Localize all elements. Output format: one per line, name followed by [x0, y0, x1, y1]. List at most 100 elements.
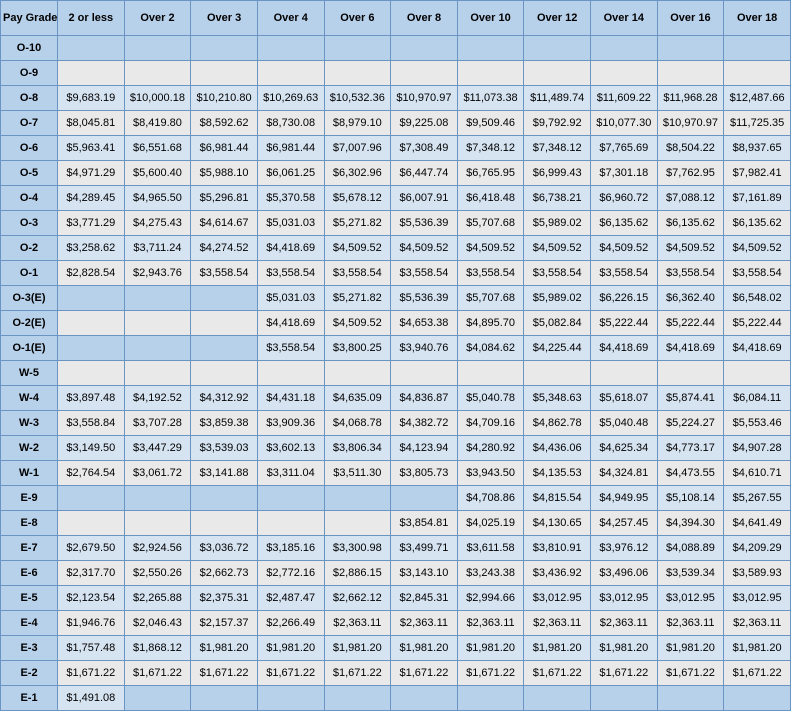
value-cell: $3,611.58: [457, 536, 524, 561]
value-cell: $6,981.44: [257, 136, 324, 161]
grade-cell: O-1(E): [1, 336, 58, 361]
value-cell: $4,257.45: [591, 511, 658, 536]
value-cell: $2,764.54: [58, 461, 125, 486]
value-cell: $11,968.28: [657, 86, 724, 111]
value-cell: $3,771.29: [58, 211, 125, 236]
table-row: O-2$3,258.62$3,711.24$4,274.52$4,418.69$…: [1, 236, 791, 261]
value-cell: $1,671.22: [324, 661, 391, 686]
value-cell: $2,046.43: [124, 611, 191, 636]
value-cell: $5,222.44: [591, 311, 658, 336]
value-cell: $4,509.52: [724, 236, 791, 261]
value-cell: $4,614.67: [191, 211, 258, 236]
value-cell: $4,225.44: [524, 336, 591, 361]
table-row: W-1$2,764.54$3,061.72$3,141.88$3,311.04$…: [1, 461, 791, 486]
value-cell: [58, 486, 125, 511]
value-cell: $4,418.69: [591, 336, 658, 361]
value-cell: $4,625.34: [591, 436, 658, 461]
value-cell: [324, 61, 391, 86]
value-cell: [191, 511, 258, 536]
value-cell: $1,671.22: [58, 661, 125, 686]
value-cell: $3,141.88: [191, 461, 258, 486]
value-cell: $3,447.29: [124, 436, 191, 461]
value-cell: [257, 61, 324, 86]
value-cell: $9,509.46: [457, 111, 524, 136]
pay-grade-table: Pay Grade2 or lessOver 2Over 3Over 4Over…: [0, 0, 791, 711]
value-cell: [191, 36, 258, 61]
value-cell: $4,509.52: [524, 236, 591, 261]
value-cell: $1,671.22: [391, 661, 458, 686]
value-cell: [391, 686, 458, 711]
value-cell: [524, 36, 591, 61]
value-cell: $4,949.95: [591, 486, 658, 511]
value-cell: $3,558.54: [657, 261, 724, 286]
value-cell: $5,040.78: [457, 386, 524, 411]
value-cell: $2,363.11: [657, 611, 724, 636]
value-cell: $3,558.84: [58, 411, 125, 436]
grade-cell: W-1: [1, 461, 58, 486]
value-cell: $3,976.12: [591, 536, 658, 561]
table-body: O-10O-9O-8$9,683.19$10,000.18$10,210.80$…: [1, 36, 791, 711]
value-cell: $4,773.17: [657, 436, 724, 461]
value-cell: $4,418.69: [257, 236, 324, 261]
value-cell: [657, 36, 724, 61]
value-cell: [657, 361, 724, 386]
value-cell: $10,000.18: [124, 86, 191, 111]
value-cell: $3,800.25: [324, 336, 391, 361]
value-cell: $3,311.04: [257, 461, 324, 486]
value-cell: $4,708.86: [457, 486, 524, 511]
value-cell: $5,678.12: [324, 186, 391, 211]
value-cell: $2,662.73: [191, 561, 258, 586]
value-cell: $4,965.50: [124, 186, 191, 211]
value-cell: $3,012.95: [657, 586, 724, 611]
value-cell: [457, 61, 524, 86]
value-cell: $3,300.98: [324, 536, 391, 561]
value-cell: $5,618.07: [591, 386, 658, 411]
value-cell: $3,243.38: [457, 561, 524, 586]
value-cell: [324, 486, 391, 511]
value-cell: [591, 61, 658, 86]
value-cell: $2,363.11: [324, 611, 391, 636]
value-cell: $5,271.82: [324, 211, 391, 236]
table-row: O-3$3,771.29$4,275.43$4,614.67$5,031.03$…: [1, 211, 791, 236]
value-cell: $5,082.84: [524, 311, 591, 336]
value-cell: [724, 686, 791, 711]
value-cell: $9,225.08: [391, 111, 458, 136]
value-cell: $1,981.20: [257, 636, 324, 661]
value-cell: $3,511.30: [324, 461, 391, 486]
table-row: O-3(E)$5,031.03$5,271.82$5,536.39$5,707.…: [1, 286, 791, 311]
value-cell: $4,836.87: [391, 386, 458, 411]
value-cell: $5,553.46: [724, 411, 791, 436]
value-cell: [191, 61, 258, 86]
value-cell: $3,943.50: [457, 461, 524, 486]
value-cell: $2,363.11: [724, 611, 791, 636]
value-cell: $5,031.03: [257, 286, 324, 311]
value-cell: [457, 36, 524, 61]
value-cell: $1,671.22: [457, 661, 524, 686]
value-cell: $3,061.72: [124, 461, 191, 486]
value-cell: $1,671.22: [591, 661, 658, 686]
table-row: E-1$1,491.08: [1, 686, 791, 711]
value-cell: $3,143.10: [391, 561, 458, 586]
value-cell: $7,161.89: [724, 186, 791, 211]
value-cell: $6,302.96: [324, 161, 391, 186]
value-cell: $3,859.38: [191, 411, 258, 436]
value-cell: $8,045.81: [58, 111, 125, 136]
value-cell: $5,988.10: [191, 161, 258, 186]
value-cell: $2,845.31: [391, 586, 458, 611]
value-cell: $3,012.95: [591, 586, 658, 611]
value-cell: $5,108.14: [657, 486, 724, 511]
value-cell: $1,981.20: [191, 636, 258, 661]
value-cell: $3,539.34: [657, 561, 724, 586]
value-cell: $5,040.48: [591, 411, 658, 436]
value-cell: $2,266.49: [257, 611, 324, 636]
value-cell: $3,558.54: [724, 261, 791, 286]
value-cell: $4,653.38: [391, 311, 458, 336]
value-cell: $3,558.54: [524, 261, 591, 286]
col-header-pay-grade: Pay Grade: [1, 1, 58, 36]
value-cell: [524, 61, 591, 86]
value-cell: $4,418.69: [724, 336, 791, 361]
value-cell: $6,418.48: [457, 186, 524, 211]
value-cell: $6,007.91: [391, 186, 458, 211]
value-cell: $3,558.54: [257, 336, 324, 361]
value-cell: $4,509.52: [324, 311, 391, 336]
